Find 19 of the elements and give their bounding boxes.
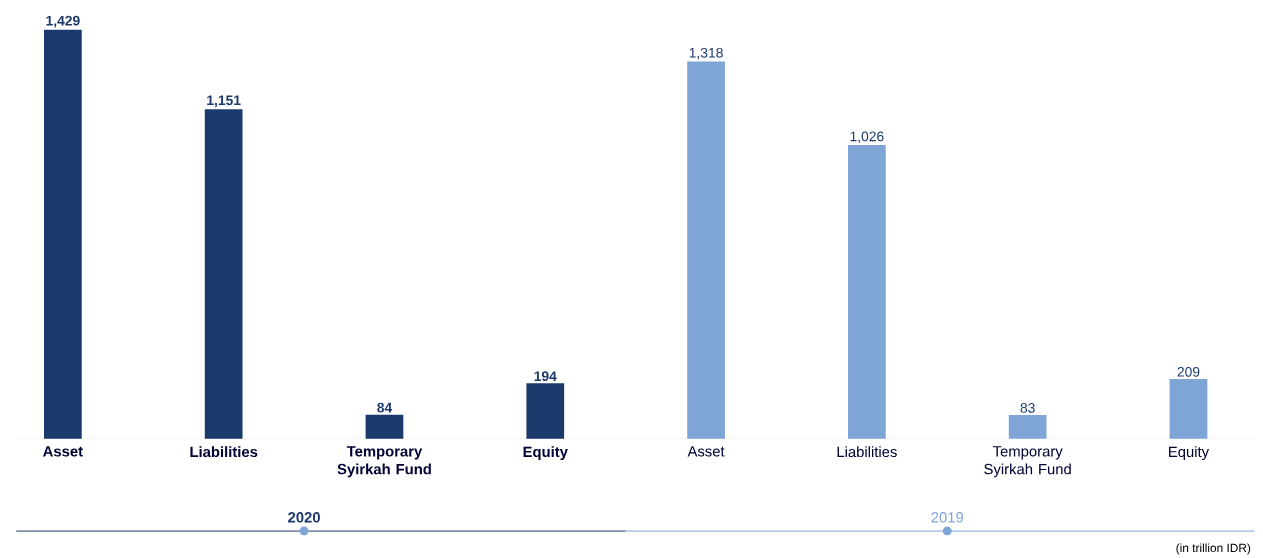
x-tick-label: Asset [687,446,725,457]
data-label: 83 [1020,403,1035,413]
x-tick-label: Equity [1169,446,1210,461]
data-label: 194 [534,371,557,382]
x-tick-label: Temporary Syirkah Fund [984,446,1071,478]
data-label: 1,026 [850,131,884,143]
x-tick-label: Liabilities [837,446,897,458]
text: 2020 [288,512,320,523]
x-tick-label: Temporary Syirkah Fund [337,446,431,478]
data-label: 1,429 [46,15,80,28]
x-tick-label: Liabilities [190,446,258,458]
x-tick-label: Equity [523,446,568,461]
x-tick-label: Asset [43,446,83,457]
data-label: 1,151 [207,95,241,108]
data-label: 209 [1177,367,1200,377]
data-label: 84 [377,402,393,413]
data-label: 1,318 [689,47,723,60]
text: (in trillion IDR) [1176,543,1251,555]
text: 2019 [931,512,964,523]
